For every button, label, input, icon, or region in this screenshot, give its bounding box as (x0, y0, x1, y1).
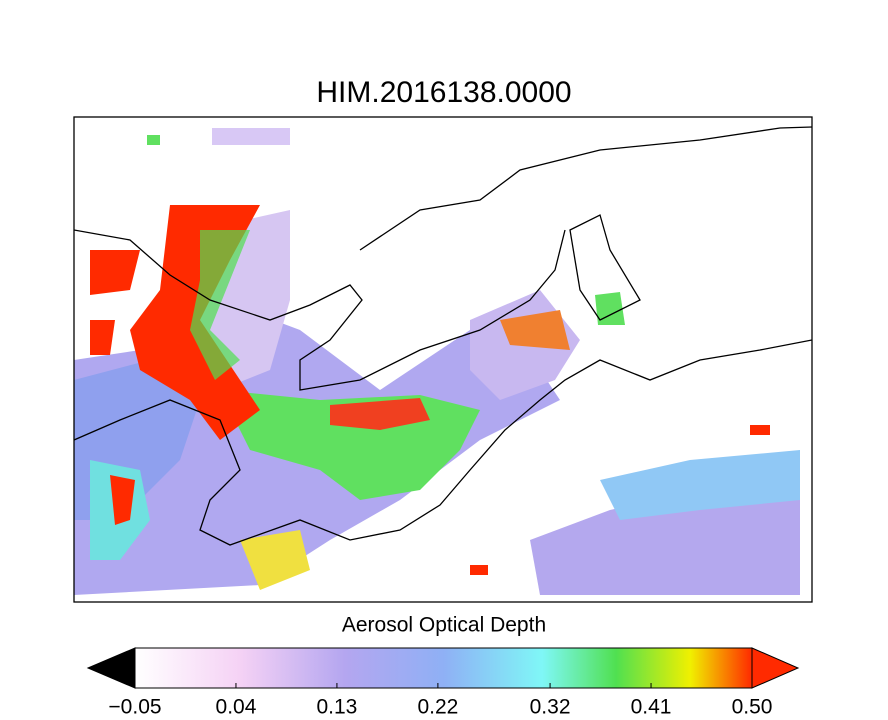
colorbar-tick-label: −0.05 (108, 696, 161, 719)
title: HIM.2016138.0000 (316, 76, 571, 109)
colorbar (134, 647, 753, 689)
colorbar-tick-label: 0.13 (316, 696, 357, 719)
colorbar-label: Aerosol Optical Depth (342, 614, 546, 637)
colorbar-ticks: −0.05 0.04 0.13 0.22 0.32 0.41 0.50 (108, 683, 772, 719)
colorbar-tick-label: 0.41 (631, 696, 672, 719)
colorbar-tick-label: 0.32 (530, 696, 571, 719)
colorbar-under (86, 647, 136, 689)
colorbar-over (751, 647, 800, 689)
colorbar-tick-label: 0.04 (216, 696, 257, 719)
colorbar-tick-label: 0.50 (732, 696, 773, 719)
map (74, 126, 812, 595)
map-frame (73, 116, 813, 603)
colorbar-tick-label: 0.22 (417, 696, 458, 719)
